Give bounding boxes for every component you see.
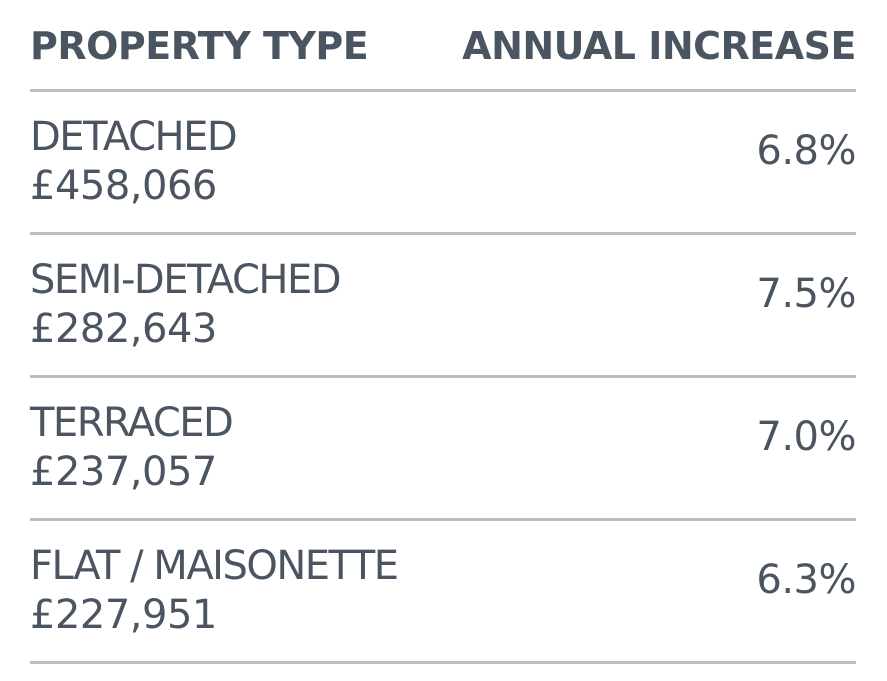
table-row: DETACHED £458,066 6.8% [30, 92, 856, 235]
table-row: TERRACED £237,057 7.0% [30, 378, 856, 521]
average-price: £458,066 [30, 163, 217, 209]
table-header: PROPERTY TYPE ANNUAL INCREASE [30, 0, 856, 92]
column-header-annual-increase: ANNUAL INCREASE [462, 24, 856, 68]
annual-increase-value: 6.8% [756, 128, 856, 174]
property-type: SEMI-DETACHED [30, 257, 342, 303]
property-type: TERRACED [30, 400, 234, 446]
annual-increase-value: 6.3% [756, 557, 856, 603]
average-price: £227,951 [30, 592, 217, 638]
property-type: FLAT / MAISONETTE [30, 543, 399, 589]
average-price: £237,057 [30, 449, 217, 495]
annual-increase-value: 7.0% [756, 414, 856, 460]
column-header-property-type: PROPERTY TYPE [30, 24, 369, 68]
annual-increase-value: 7.5% [756, 271, 856, 317]
average-price: £282,643 [30, 306, 217, 352]
table-row: SEMI-DETACHED £282,643 7.5% [30, 235, 856, 378]
property-price-table: PROPERTY TYPE ANNUAL INCREASE DETACHED £… [30, 0, 856, 664]
property-type: DETACHED [30, 114, 238, 160]
table-row: FLAT / MAISONETTE £227,951 6.3% [30, 521, 856, 664]
